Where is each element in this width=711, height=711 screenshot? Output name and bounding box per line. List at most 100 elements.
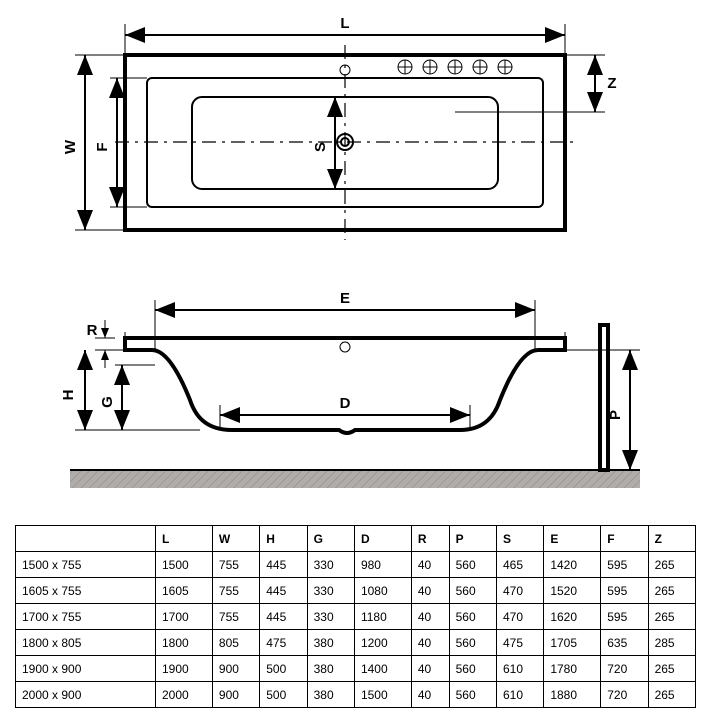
table-cell: 610 <box>496 682 543 708</box>
label-f: F <box>94 142 111 151</box>
table-cell: 720 <box>601 682 648 708</box>
table-cell: 445 <box>260 552 307 578</box>
table-cell: 1800 <box>156 630 213 656</box>
col-s: S <box>496 526 543 552</box>
table-cell: 265 <box>648 604 695 630</box>
col-e: E <box>544 526 601 552</box>
table-cell: 285 <box>648 630 695 656</box>
label-d: D <box>340 395 351 412</box>
col-h: H <box>260 526 307 552</box>
col-d: D <box>354 526 411 552</box>
table-cell: 1705 <box>544 630 601 656</box>
col-g: G <box>307 526 354 552</box>
col-r: R <box>411 526 449 552</box>
table-cell: 2000 x 900 <box>16 682 156 708</box>
table-cell: 900 <box>212 656 259 682</box>
table-cell: 560 <box>449 578 496 604</box>
table-cell: 1800 x 805 <box>16 630 156 656</box>
table-cell: 635 <box>601 630 648 656</box>
table-cell: 1900 x 900 <box>16 656 156 682</box>
table-cell: 470 <box>496 604 543 630</box>
label-l: L <box>340 15 349 32</box>
table-cell: 1605 <box>156 578 213 604</box>
table-cell: 465 <box>496 552 543 578</box>
table-cell: 445 <box>260 604 307 630</box>
table-cell: 380 <box>307 682 354 708</box>
table-cell: 1420 <box>544 552 601 578</box>
table-cell: 265 <box>648 656 695 682</box>
label-r: R <box>87 322 98 339</box>
table-cell: 805 <box>212 630 259 656</box>
label-e: E <box>340 290 350 307</box>
table-cell: 1520 <box>544 578 601 604</box>
table-cell: 755 <box>212 552 259 578</box>
table-cell: 1400 <box>354 656 411 682</box>
technical-drawing: L W F S Z <box>0 0 711 520</box>
table-cell: 475 <box>496 630 543 656</box>
table-cell: 1620 <box>544 604 601 630</box>
table-cell: 755 <box>212 578 259 604</box>
col-name <box>16 526 156 552</box>
table-cell: 755 <box>212 604 259 630</box>
col-p: P <box>449 526 496 552</box>
table-cell: 720 <box>601 656 648 682</box>
table-cell: 980 <box>354 552 411 578</box>
table-cell: 380 <box>307 630 354 656</box>
table-cell: 330 <box>307 578 354 604</box>
table-cell: 1780 <box>544 656 601 682</box>
table-cell: 560 <box>449 682 496 708</box>
top-view: L W F S Z <box>62 15 617 240</box>
table-row: 1700 x 755170075544533011804056047016205… <box>16 604 696 630</box>
dimensions-table: L W H G D R P S E F Z 1500 x 75515007554… <box>15 525 696 708</box>
side-view: E D R H G P <box>60 290 640 488</box>
table-cell: 265 <box>648 578 695 604</box>
table-row: 1605 x 755160575544533010804056047015205… <box>16 578 696 604</box>
table-cell: 1500 <box>354 682 411 708</box>
table-cell: 595 <box>601 578 648 604</box>
table-cell: 40 <box>411 682 449 708</box>
table-cell: 40 <box>411 578 449 604</box>
label-w: W <box>62 139 79 154</box>
label-h: H <box>60 390 77 401</box>
label-z: Z <box>607 75 616 92</box>
table-cell: 900 <box>212 682 259 708</box>
table-row: 1800 x 805180080547538012004056047517056… <box>16 630 696 656</box>
label-s: S <box>312 142 329 152</box>
table-row: 1500 x 755150075544533098040560465142059… <box>16 552 696 578</box>
table-cell: 445 <box>260 578 307 604</box>
col-z: Z <box>648 526 695 552</box>
table-row: 1900 x 900190090050038014004056061017807… <box>16 656 696 682</box>
table-header-row: L W H G D R P S E F Z <box>16 526 696 552</box>
table-cell: 1700 <box>156 604 213 630</box>
table-cell: 560 <box>449 552 496 578</box>
table-cell: 40 <box>411 604 449 630</box>
col-f: F <box>601 526 648 552</box>
table-cell: 595 <box>601 604 648 630</box>
table-cell: 1900 <box>156 656 213 682</box>
table-cell: 1880 <box>544 682 601 708</box>
table-cell: 470 <box>496 578 543 604</box>
table-cell: 40 <box>411 630 449 656</box>
table-cell: 265 <box>648 552 695 578</box>
col-w: W <box>212 526 259 552</box>
table-cell: 2000 <box>156 682 213 708</box>
col-l: L <box>156 526 213 552</box>
table-cell: 1700 x 755 <box>16 604 156 630</box>
table-cell: 560 <box>449 604 496 630</box>
table-cell: 1080 <box>354 578 411 604</box>
table-cell: 330 <box>307 604 354 630</box>
table-cell: 560 <box>449 630 496 656</box>
table-cell: 500 <box>260 682 307 708</box>
table-cell: 1180 <box>354 604 411 630</box>
table-cell: 40 <box>411 552 449 578</box>
table-cell: 40 <box>411 656 449 682</box>
table-cell: 500 <box>260 656 307 682</box>
table-row: 2000 x 900200090050038015004056061018807… <box>16 682 696 708</box>
label-g: G <box>99 396 116 408</box>
table-cell: 1200 <box>354 630 411 656</box>
table-cell: 475 <box>260 630 307 656</box>
label-p: P <box>607 410 624 420</box>
table-cell: 1500 x 755 <box>16 552 156 578</box>
table-cell: 1500 <box>156 552 213 578</box>
table-cell: 1605 x 755 <box>16 578 156 604</box>
